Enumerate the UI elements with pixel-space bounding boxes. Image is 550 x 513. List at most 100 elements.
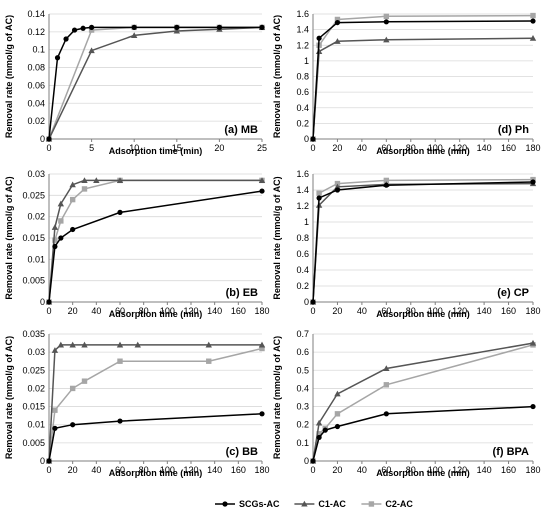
x-tick-label: 20 [332,143,342,153]
data-point [54,55,61,61]
y-tick-label: 0.035 [22,329,45,339]
data-point [334,180,341,187]
y-axis-title: Removal rate (mmol/g of AC) [4,336,14,459]
data-point [259,411,265,417]
legend-marker [301,500,308,507]
data-point [93,177,100,183]
y-tick-label: 0 [304,297,309,307]
series-line [48,179,262,303]
y-tick-label: 0.8 [296,72,309,82]
x-tick-label: 20 [332,306,342,316]
series-C2-AC [46,177,265,305]
y-tick-label: 0.1 [296,438,309,448]
data-point [334,183,341,190]
series-line [48,26,262,140]
y-tick-label: 0.03 [27,169,45,179]
x-tick-label: 100 [160,306,175,316]
y-axis-title: Removal rate (mmol/g of AC) [4,15,14,138]
data-point [52,243,58,250]
series-line [48,347,263,462]
data-point [81,177,88,183]
series-line [48,26,263,140]
data-point [316,434,322,441]
series-line [312,178,534,303]
chart-panel-3: 0 0.005 0.01 0.015 0.02 0.025 0.03 0 20 40 60 80 100… [4,169,270,319]
chart-panel-4: 0 0.2 0.4 0.6 0.8 1 1.2 1.4 1.6 0 20 40 60 80 100 120 14… [272,169,541,319]
data-point [88,47,95,54]
data-point [70,226,76,233]
series-SCGs-AC [310,18,536,142]
y-tick-label: 0.2 [296,281,309,291]
data-point [131,32,138,38]
x-tick-label: 0 [310,143,315,153]
legend-label: SCGs-AC [239,499,280,509]
y-tick-label: 0.005 [22,438,45,448]
data-point [89,24,95,30]
x-tick-label: 40 [357,465,367,475]
y-tick-label: 0.01 [27,254,45,264]
data-point [383,411,389,417]
data-point [174,24,180,30]
x-tick-label: 160 [501,465,516,475]
y-tick-label: 1.2 [296,201,309,211]
y-tick-label: 0.5 [296,365,309,375]
y-tick-label: 0.1 [32,45,45,55]
panel-label: (d) Ph [498,124,529,136]
x-tick-label: 100 [428,465,443,475]
series-C1-AC [45,341,266,464]
y-tick-label: 0.4 [296,265,309,275]
x-axis-title: Adsorption time (min) [109,309,203,319]
data-point [316,431,322,437]
data-point [258,341,266,348]
series-line [48,190,263,303]
x-tick-label: 100 [428,306,443,316]
legend-item-C1-AC: C1-AC [294,499,346,509]
data-point [52,237,58,243]
data-point [58,218,64,224]
x-tick-label: 20 [332,465,342,475]
data-point [216,24,222,30]
x-tick-label: 60 [381,143,391,153]
y-axis-title: Removal rate (mmol/g of AC) [272,176,282,299]
x-tick-label: 0 [46,306,51,316]
data-point [69,181,76,188]
chart-panel-5: 0 0.005 0.01 0.015 0.02 0.025 0.03 0.035 0 20 40 60… [4,329,270,478]
data-point [530,18,536,24]
data-point [259,188,265,194]
series-C2-AC [310,176,536,305]
data-point [63,36,69,42]
y-tick-label: 1 [304,217,309,227]
x-axis-title: Adsorption time (min) [376,468,470,478]
y-tick-label: 1 [304,56,309,66]
data-point [383,382,390,388]
x-tick-label: 60 [381,306,391,316]
x-tick-label: 100 [160,465,175,475]
data-point [205,341,212,348]
y-tick-label: 0.12 [27,27,45,37]
legend: SCGs-AC C1-AC C2-AC [215,499,413,509]
x-tick-label: 0 [310,306,315,316]
series-line [48,344,262,462]
x-tick-label: 140 [207,465,222,475]
data-point [334,38,341,44]
series-SCGs-AC [46,24,265,142]
data-point [334,16,341,23]
data-point [46,299,52,305]
y-tick-label: 0.2 [296,118,309,128]
data-point [80,25,86,31]
panel-label: (c) BB [226,446,258,458]
data-point [173,27,180,34]
x-tick-label: 40 [357,143,367,153]
y-tick-label: 0.6 [296,347,309,357]
y-tick-label: 0 [40,134,45,144]
data-point [322,427,328,433]
x-axis-title: Adsorption time (min) [376,309,470,319]
series-line [312,342,534,462]
series-line [48,179,262,303]
y-tick-label: 0.025 [22,190,45,200]
y-tick-label: 0.03 [27,347,45,357]
y-tick-label: 0.6 [296,87,309,97]
y-axis-title: Removal rate (mmol/g of AC) [272,15,282,138]
legend-item-C2-AC: C2-AC [361,499,413,509]
series-line [48,26,262,140]
